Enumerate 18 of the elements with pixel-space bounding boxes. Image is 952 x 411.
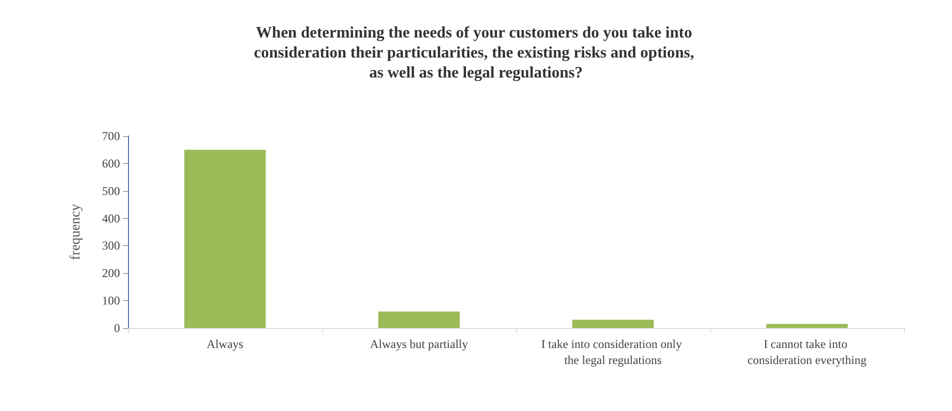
y-tick-label: 0 (114, 321, 120, 335)
bar (378, 312, 460, 328)
x-tick-label: Always but partially (370, 337, 468, 351)
bar (766, 324, 848, 328)
y-tick-label: 400 (102, 211, 120, 226)
y-tick-label: 600 (102, 156, 120, 170)
y-tick-label: 500 (102, 184, 120, 198)
x-tick-label: I take into consideration only the legal regulations (541, 337, 685, 367)
x-tick-label: I cannot take into consideration everything (748, 337, 866, 367)
x-tick-label: Always (206, 337, 244, 351)
y-tick-label: 300 (102, 238, 120, 253)
chart-title: When determining the needs of your customers do you take into consideration their particularities, the existing risks and options, as well as the legal regulations? (254, 24, 698, 82)
bar (184, 150, 266, 328)
bar (572, 320, 654, 328)
y-tick-label: 200 (102, 266, 120, 280)
y-axis-title: frequency (68, 204, 84, 260)
y-tick-label: 100 (102, 294, 120, 308)
y-tick-label: 700 (102, 129, 120, 143)
